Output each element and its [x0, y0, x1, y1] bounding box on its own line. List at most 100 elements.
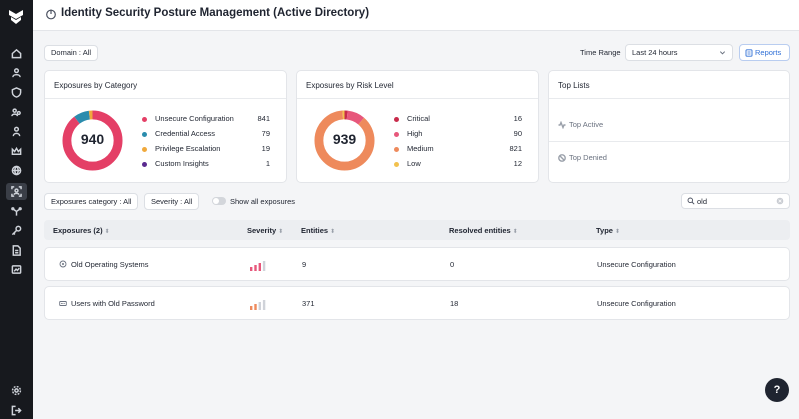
shield-icon[interactable]: [10, 86, 23, 99]
domain-filter-label: Domain: [51, 48, 77, 57]
time-range-value: Last 24 hours: [632, 48, 678, 57]
globe-icon[interactable]: [10, 164, 23, 177]
severity-filter-value: All: [183, 197, 193, 206]
table-row[interactable]: Users with Old Password 371 18 Unsecure …: [44, 286, 790, 320]
top-lists-card: Top Lists Top Active Top Denied: [548, 70, 790, 183]
table-row[interactable]: Old Operating Systems 9 0 Unsecure Confi…: [44, 247, 790, 281]
card-divider: [45, 98, 286, 99]
person-icon[interactable]: [10, 125, 23, 138]
legend-value: 1: [265, 159, 270, 168]
top-denied-label: Top Denied: [569, 153, 607, 162]
page-title: Identity Security Posture Management (Ac…: [61, 7, 370, 19]
legend-dot: [394, 117, 399, 122]
top-active-label: Top Active: [569, 120, 604, 129]
legend-critical: Critical 16: [394, 114, 522, 124]
legend-unsecure-configuration: Unsecure Configuration 841: [142, 114, 270, 124]
entities-count: 371: [302, 299, 315, 308]
search-input[interactable]: [697, 195, 775, 207]
report-icon[interactable]: [10, 263, 23, 276]
legend-value: 821: [509, 144, 522, 153]
search-icon: [687, 197, 695, 205]
category-donut-chart: [62, 110, 123, 171]
legend-dot: [142, 132, 147, 137]
page-header: Identity Security Posture Management (Ac…: [33, 0, 799, 31]
legend-dot: [394, 162, 399, 167]
resolved-count: 0: [450, 260, 455, 269]
legend-low: Low 12: [394, 159, 522, 169]
logo-icon[interactable]: [8, 9, 24, 25]
risk-total: 939: [332, 131, 357, 147]
logout-icon[interactable]: [10, 404, 23, 417]
legend-label: Low: [407, 159, 421, 168]
risk-card-title: Exposures by Risk Level: [306, 81, 394, 90]
help-button[interactable]: ?: [765, 378, 789, 402]
column-header-resolved-entities[interactable]: Resolved entities ⬍: [449, 226, 518, 235]
legend-value: 19: [261, 144, 270, 153]
donut-slice-medium: [314, 110, 375, 171]
legend-label: Privilege Escalation: [155, 144, 221, 153]
legend-label: Unsecure Configuration: [155, 114, 234, 123]
legend-dot: [142, 117, 147, 122]
home-icon[interactable]: [10, 47, 23, 60]
document-icon[interactable]: [10, 244, 23, 257]
domain-filter[interactable]: Domain : All: [44, 45, 99, 61]
show-all-exposures-label: Show all exposures: [230, 197, 296, 206]
legend-label: Credential Access: [155, 129, 216, 138]
category-filter-label: Exposures category: [51, 197, 118, 206]
column-header-entities[interactable]: Entities ⬍: [301, 226, 335, 235]
risk-donut-chart: [314, 110, 375, 171]
network-icon[interactable]: [10, 205, 23, 218]
exposures-by-risk-card: Exposures by Risk Level 939 Critical 16 …: [296, 70, 539, 183]
card-divider: [549, 98, 789, 99]
top-denied-link[interactable]: Top Denied: [558, 153, 607, 162]
exposure-name: Old Operating Systems: [71, 260, 149, 269]
category-total: 940: [80, 131, 105, 147]
legend-privilege-escalation: Privilege Escalation 19: [142, 144, 270, 154]
show-all-exposures-toggle[interactable]: [212, 197, 226, 205]
legend-label: High: [407, 129, 423, 138]
clear-icon[interactable]: [776, 197, 784, 205]
chevron-down-icon: [719, 51, 726, 55]
legend-label: Custom Insights: [155, 159, 209, 168]
column-header-severity[interactable]: Severity ⬍: [247, 226, 283, 235]
top-lists-title: Top Lists: [558, 81, 590, 90]
legend-label: Medium: [407, 144, 434, 153]
legend-dot: [394, 147, 399, 152]
column-header-label: Entities: [301, 226, 329, 235]
reports-button[interactable]: Reports: [739, 44, 790, 61]
legend-medium: Medium 821: [394, 144, 522, 154]
legend-credential-access: Credential Access 79: [142, 129, 270, 139]
power-icon: [46, 9, 56, 20]
legend-value: 16: [513, 114, 522, 123]
os-icon: [59, 260, 67, 268]
severity-medium-icon: [250, 300, 266, 310]
users-icon[interactable]: [10, 106, 23, 119]
top-active-link[interactable]: Top Active: [558, 120, 603, 129]
column-header-label: Exposures (2): [53, 226, 103, 235]
entities-count: 9: [302, 260, 307, 269]
key-icon[interactable]: [10, 224, 23, 237]
column-header-type[interactable]: Type ⬍: [596, 226, 620, 235]
exposure-type: Unsecure Configuration: [597, 260, 676, 269]
domain-filter-value: All: [82, 48, 92, 57]
severity-high-icon: [250, 261, 266, 271]
sort-icon: ⬍: [512, 229, 518, 235]
user-icon[interactable]: [10, 66, 23, 79]
exposures-category-filter[interactable]: Exposures category : All: [44, 193, 139, 210]
activity-icon: [558, 120, 566, 129]
legend-high: High 90: [394, 129, 522, 139]
severity-filter[interactable]: Severity : All: [144, 193, 200, 210]
crown-icon[interactable]: [10, 145, 23, 158]
exposures-by-category-card: Exposures by Category 940 Unsecure Confi…: [44, 70, 287, 183]
settings-icon[interactable]: [10, 384, 23, 397]
legend-dot: [142, 162, 147, 167]
resolved-count: 18: [450, 299, 459, 308]
legend-custom-insights: Custom Insights 1: [142, 159, 270, 169]
time-range-select[interactable]: Last 24 hours: [625, 44, 733, 61]
legend-dot: [394, 132, 399, 137]
legend-value: 79: [261, 129, 270, 138]
column-header-exposures[interactable]: Exposures (2) ⬍: [53, 226, 110, 235]
identity-scan-icon[interactable]: [6, 183, 27, 200]
card-divider: [549, 141, 789, 142]
sort-icon: ⬍: [104, 229, 110, 235]
